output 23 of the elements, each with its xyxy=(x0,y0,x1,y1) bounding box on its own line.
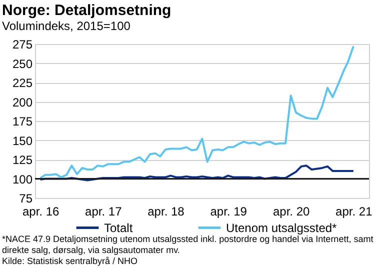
x-tick-label: apr. 19 xyxy=(210,204,248,218)
x-tick-label: apr. 17 xyxy=(85,204,122,218)
x-tick-label: apr. 16 xyxy=(22,204,60,218)
y-tick-label: 150 xyxy=(12,134,33,148)
text: Kilde: Statistisk sentralbyrå / NHO xyxy=(2,256,138,266)
legend-label: Utenom utsalgssted* xyxy=(226,220,338,235)
line-series xyxy=(39,45,354,179)
y-tick-label: 200 xyxy=(12,95,33,110)
x-tick-label: apr. 18 xyxy=(148,204,185,218)
y-tick-label: 250 xyxy=(12,56,33,71)
chart-title: Norge: Detaljomsetning xyxy=(2,2,172,19)
y-tick-label: 125 xyxy=(12,153,33,167)
x-tick-label: apr. 21 xyxy=(336,204,373,218)
y-tick-label: 225 xyxy=(12,76,33,90)
y-tick-label: 175 xyxy=(12,114,33,128)
y-tick-label: 275 xyxy=(12,38,33,52)
legend-label: Totalt xyxy=(104,220,134,235)
text: *NACE 47.9 Detaljomsetning utenom utsalgssted inkl. postordre og handel via Internett, samt direkte salg, dørsalg, via salgsautomater mv. xyxy=(2,234,374,255)
y-tick-label: 100 xyxy=(12,172,33,186)
line-series xyxy=(39,164,354,182)
chart-subtitle: Volumindeks, 2015=100 xyxy=(2,19,131,33)
x-tick-label: apr. 20 xyxy=(272,204,310,218)
y-tick-label: 75 xyxy=(19,192,33,206)
